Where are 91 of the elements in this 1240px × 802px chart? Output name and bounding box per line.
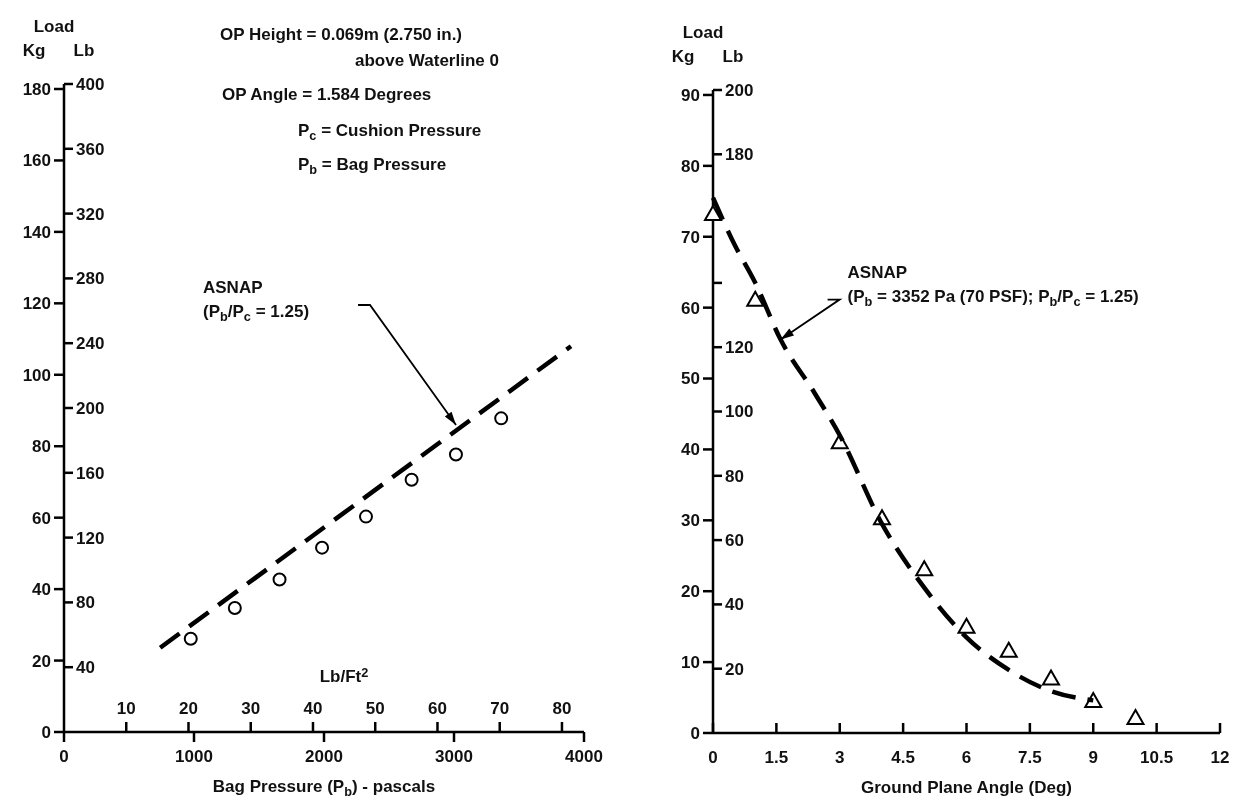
annotation: ASNAP (P$_{b}$ = 3352 Pa (70 PSF); P$_{b}$/P$_{c}$ = 1.25) bbox=[847, 262, 1139, 309]
point bbox=[404, 472, 419, 487]
point bbox=[915, 560, 934, 577]
chart-title: Load bbox=[682, 23, 724, 42]
point bbox=[227, 601, 242, 616]
y2-tick-label: 80 bbox=[725, 466, 744, 486]
y-tick-label: 80 bbox=[32, 437, 51, 457]
y-tick-label: 100 bbox=[22, 365, 51, 385]
x-tick-label: 4.5 bbox=[891, 748, 915, 767]
y-tick-label: 0 bbox=[41, 722, 51, 742]
y-tick-label: 10 bbox=[681, 653, 700, 673]
y-axis-title: Kg bbox=[22, 41, 46, 60]
point bbox=[494, 411, 509, 426]
x2-tick-label: 40 bbox=[303, 699, 323, 718]
x-tick-label: 7.5 bbox=[1018, 748, 1042, 767]
text: above Waterline 0 bbox=[355, 51, 499, 70]
x-axis-title: Bag Pressure (P$_{b}$) - pascals bbox=[212, 777, 436, 799]
x2-tick-label: 20 bbox=[179, 699, 198, 718]
point bbox=[183, 631, 198, 646]
x-axis-title: Ground Plane Angle (Deg) bbox=[861, 778, 1072, 797]
y2-tick-label: 320 bbox=[76, 204, 105, 224]
y2-axis-title: Lb bbox=[73, 41, 95, 60]
x-tick-label: 10.5 bbox=[1140, 748, 1174, 767]
y2-tick-label: 120 bbox=[725, 338, 754, 358]
x2-tick-label: 80 bbox=[552, 699, 572, 718]
x2-tick-label: 60 bbox=[428, 699, 447, 718]
point bbox=[1042, 669, 1060, 686]
annotation: P$_{b}$ = Bag Pressure bbox=[298, 155, 447, 177]
y2-tick-label: 80 bbox=[76, 593, 95, 613]
point bbox=[704, 205, 722, 222]
annotation: P$_{c}$ = Cushion Pressure bbox=[298, 121, 482, 143]
x2-tick-label: 30 bbox=[241, 699, 261, 718]
y-tick-label: 120 bbox=[22, 294, 51, 314]
y2-tick-label: 240 bbox=[76, 334, 105, 354]
x-tick-label: 0 bbox=[59, 747, 69, 766]
annotation: ASNAP (P$_{b}$/P$_{c}$ = 1.25) bbox=[203, 278, 310, 324]
x-tick-label: 3000 bbox=[435, 747, 473, 766]
y-tick-label: 0 bbox=[690, 723, 700, 743]
y-tick-label: 40 bbox=[32, 580, 51, 600]
y-tick-label: 40 bbox=[681, 440, 700, 460]
y2-tick-label: 100 bbox=[725, 402, 754, 422]
x-tick-label: 0 bbox=[708, 748, 718, 767]
point bbox=[957, 617, 976, 634]
x-tick-label: 4000 bbox=[565, 747, 603, 766]
y-tick-label: 140 bbox=[22, 222, 51, 242]
y2-tick-label: 200 bbox=[76, 398, 105, 418]
y-tick-label: 20 bbox=[32, 651, 51, 671]
y-tick-label: 160 bbox=[22, 151, 51, 171]
y2-tick-label: 40 bbox=[76, 658, 95, 678]
x-tick-label: 9 bbox=[1088, 748, 1098, 767]
point bbox=[746, 290, 765, 307]
y2-tick-label: 60 bbox=[725, 531, 744, 551]
y2-tick-label: 160 bbox=[76, 463, 105, 483]
y-tick-label: 50 bbox=[681, 369, 700, 389]
point bbox=[448, 447, 463, 462]
x-tick-label: 1.5 bbox=[764, 748, 789, 767]
y-axis-title: Kg bbox=[671, 47, 695, 66]
x2-tick-label: 50 bbox=[365, 699, 385, 718]
x2-axis-title: Lb/Ft$^{2}$ bbox=[319, 664, 369, 686]
y-tick-label: 20 bbox=[681, 582, 700, 602]
point bbox=[1126, 709, 1145, 726]
x-tick-label: 2000 bbox=[305, 747, 343, 766]
point bbox=[358, 509, 373, 524]
y-tick-label: 180 bbox=[22, 79, 51, 99]
point bbox=[272, 572, 287, 587]
y-tick-label: 30 bbox=[681, 511, 700, 531]
y2-tick-label: 120 bbox=[76, 528, 105, 548]
y2-axis-title: Lb bbox=[722, 47, 744, 66]
annotation: OP Angle = 1.584 Degrees bbox=[222, 85, 432, 104]
y-tick-label: 60 bbox=[681, 298, 700, 318]
x-tick-label: 6 bbox=[961, 748, 972, 767]
x-tick-label: 12 bbox=[1210, 748, 1230, 767]
y2-tick-label: 280 bbox=[76, 269, 105, 289]
point bbox=[999, 641, 1018, 658]
y2-tick-label: 40 bbox=[725, 595, 744, 615]
y-tick-label: 80 bbox=[681, 156, 700, 176]
chart-title: Load bbox=[33, 17, 75, 36]
x2-tick-label: 70 bbox=[490, 699, 510, 718]
y2-tick-label: 20 bbox=[725, 659, 744, 679]
y-tick-label: 70 bbox=[681, 227, 700, 247]
y-tick-label: 90 bbox=[681, 85, 700, 105]
x-tick-label: 3 bbox=[835, 748, 845, 767]
text: OP Height = 0.069m (2.750 in.) bbox=[220, 25, 463, 44]
y2-tick-label: 360 bbox=[76, 139, 105, 159]
x-tick-label: 1000 bbox=[175, 747, 213, 766]
y2-tick-label: 400 bbox=[76, 74, 105, 94]
y2-tick-label: 200 bbox=[725, 80, 754, 100]
y-tick-label: 60 bbox=[32, 508, 51, 528]
x2-tick-label: 10 bbox=[116, 699, 136, 718]
point bbox=[315, 540, 330, 555]
y2-tick-label: 180 bbox=[725, 145, 754, 165]
